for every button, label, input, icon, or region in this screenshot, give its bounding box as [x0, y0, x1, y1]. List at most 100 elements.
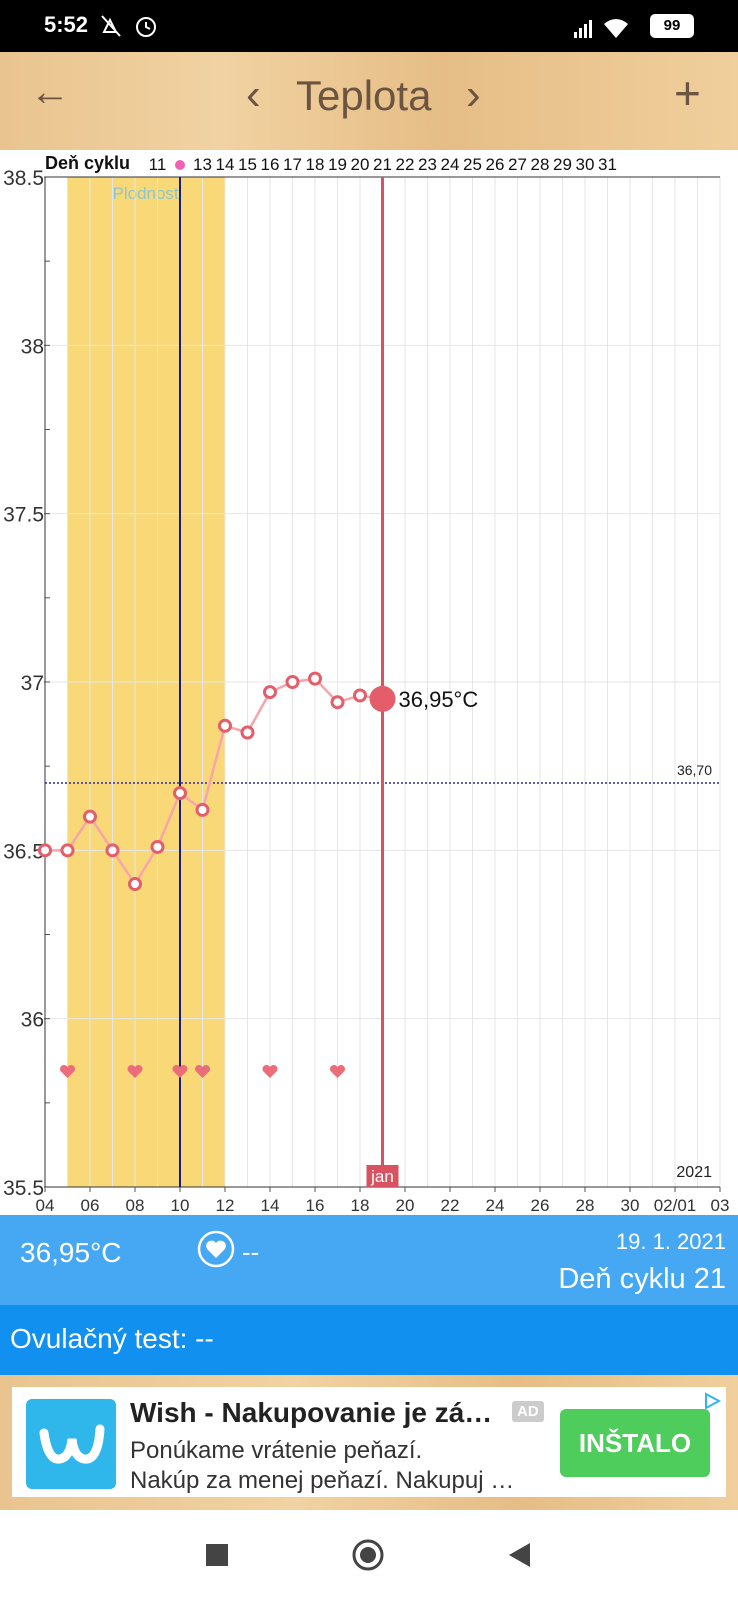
- ovulation-marker: [175, 160, 185, 170]
- month-badge: [366, 1165, 399, 1187]
- y-tick-label: 38: [21, 335, 44, 358]
- temperature-point: [150, 839, 165, 854]
- ad-badge: AD: [512, 1401, 544, 1422]
- temperature-point: [195, 802, 210, 817]
- temperature-point: [218, 718, 232, 733]
- prev-button[interactable]: ‹: [246, 70, 261, 119]
- cycle-day-label: 16: [261, 155, 280, 174]
- ad-frame: Wish - Nakupovanie je zá… AD Ponúkame vr…: [0, 1375, 738, 1510]
- intercourse-heart: [59, 1064, 76, 1078]
- status-bar: 5:52 99: [0, 0, 738, 52]
- temperature-point: [285, 675, 300, 689]
- x-tick-label: 03: [711, 1196, 730, 1215]
- back-button[interactable]: ←: [30, 70, 70, 114]
- ad-choices[interactable]: [702, 1391, 722, 1411]
- temperature-point: [105, 843, 120, 858]
- x-tick-label: 06: [81, 1196, 100, 1215]
- install-button[interactable]: INŠTALO: [560, 1409, 710, 1477]
- cycle-day-label: 24: [441, 155, 460, 174]
- cycle-day-label: 20: [351, 155, 370, 174]
- nav-buttons: [206, 1539, 530, 1571]
- temperature-point: [128, 877, 142, 891]
- cycle-day-label: 26: [486, 155, 505, 174]
- y-tick-label: 38.5: [3, 167, 44, 190]
- cycle-day-label: 11: [149, 155, 167, 174]
- cycle-day-label: 29: [553, 155, 572, 174]
- temperature-point: [83, 809, 97, 824]
- nav-bar: [0, 1510, 738, 1600]
- cycle-day: Deň cyklu 21: [558, 1263, 726, 1295]
- current-point: [369, 685, 396, 712]
- temperature-point: [308, 671, 322, 686]
- intercourse-heart: [172, 1064, 188, 1078]
- y-tick-label: 36.5: [3, 840, 44, 863]
- ad-logo: [26, 1399, 116, 1489]
- status-icons: [101, 15, 156, 37]
- home-dot: [360, 1547, 376, 1563]
- month-marker: jan: [366, 1165, 399, 1187]
- cycle-day-label: 23: [418, 155, 437, 174]
- year-label: 2021: [676, 1164, 712, 1181]
- ad-title: Wish - Nakupovanie je zá…: [130, 1397, 493, 1428]
- x-tick-label: 04: [36, 1196, 55, 1215]
- temperature-point: [60, 843, 75, 858]
- screen-title: Teplota: [296, 72, 432, 119]
- app-bar: ← ‹ Teplota › +: [0, 52, 738, 150]
- date: 19. 1. 2021: [615, 1229, 726, 1254]
- x-tick-label: 02/01: [654, 1196, 697, 1215]
- ad-line: Nakúp za menej peňazí. Nakupuj …: [130, 1467, 515, 1494]
- cycle-day-label: 13: [193, 155, 212, 174]
- temperature-point: [240, 725, 255, 740]
- recents-button[interactable]: [206, 1544, 228, 1566]
- home-button[interactable]: [352, 1539, 384, 1571]
- next-button[interactable]: ›: [466, 70, 481, 119]
- ovulation-test: Ovulačný test: --: [10, 1323, 214, 1354]
- x-tick-label: 12: [216, 1196, 235, 1215]
- y-tick-label: 36: [21, 1009, 44, 1032]
- cycle-day-label: 30: [576, 155, 595, 174]
- cover-line-label: 36,70: [677, 762, 712, 778]
- battery: 99: [650, 14, 694, 38]
- intercourse-heart: [127, 1064, 143, 1078]
- temperature-point: [38, 843, 52, 858]
- temperature: 36,95°C: [20, 1237, 122, 1268]
- x-tick-label: 26: [531, 1196, 550, 1215]
- cycle-day-label: 22: [396, 155, 415, 174]
- x-tick-label: 30: [621, 1196, 640, 1215]
- temperature-point: [353, 688, 367, 703]
- chart-area: Plodnosť 35.5 36 36.5 37 37.5 38 38.5 Deň cyklu 1…: [0, 150, 738, 1215]
- day-info: 36,95°C -- 19. 1. 2021 Deň cyklu 21: [0, 1215, 738, 1305]
- temperature-point: [263, 685, 277, 700]
- intercourse-heart: [262, 1064, 278, 1078]
- cycle-day-label: 21: [373, 155, 392, 174]
- y-tick-label: 37.5: [3, 504, 44, 527]
- x-tick-label: 22: [441, 1196, 460, 1215]
- clock: 5:52: [44, 12, 89, 37]
- cycle-day-label: 31: [598, 155, 617, 174]
- x-tick-label: 16: [306, 1196, 325, 1215]
- cycle-day-label: 18: [306, 155, 325, 174]
- x-tick-label: 08: [126, 1196, 145, 1215]
- cycle-day-label: 15: [238, 155, 257, 174]
- cycle-day-label: 19: [328, 155, 347, 174]
- cycle-day-label: 25: [463, 155, 482, 174]
- intercourse-heart: [329, 1064, 346, 1078]
- cycle-day-label: 27: [508, 155, 527, 174]
- fertile-label: Plodnosť: [113, 184, 181, 203]
- x-tick-label: 20: [396, 1196, 415, 1215]
- add-button[interactable]: +: [674, 67, 701, 119]
- ad-card[interactable]: Wish - Nakupovanie je zá… AD Ponúkame vr…: [12, 1387, 726, 1497]
- temperature-point: [330, 695, 345, 710]
- ovulation-test-row[interactable]: Ovulačný test: --: [0, 1305, 738, 1375]
- temperature-point: [173, 786, 187, 801]
- signal-wifi: [574, 19, 628, 38]
- cycle-row-label: Deň cyklu: [45, 153, 130, 173]
- y-tick-label: 35.5: [3, 1177, 44, 1200]
- x-tick-label: 28: [576, 1196, 595, 1215]
- intercourse-heart: [194, 1064, 211, 1078]
- x-tick-label: 10: [171, 1196, 190, 1215]
- back-nav-button[interactable]: [509, 1543, 530, 1567]
- heart-icon[interactable]: [196, 1229, 236, 1269]
